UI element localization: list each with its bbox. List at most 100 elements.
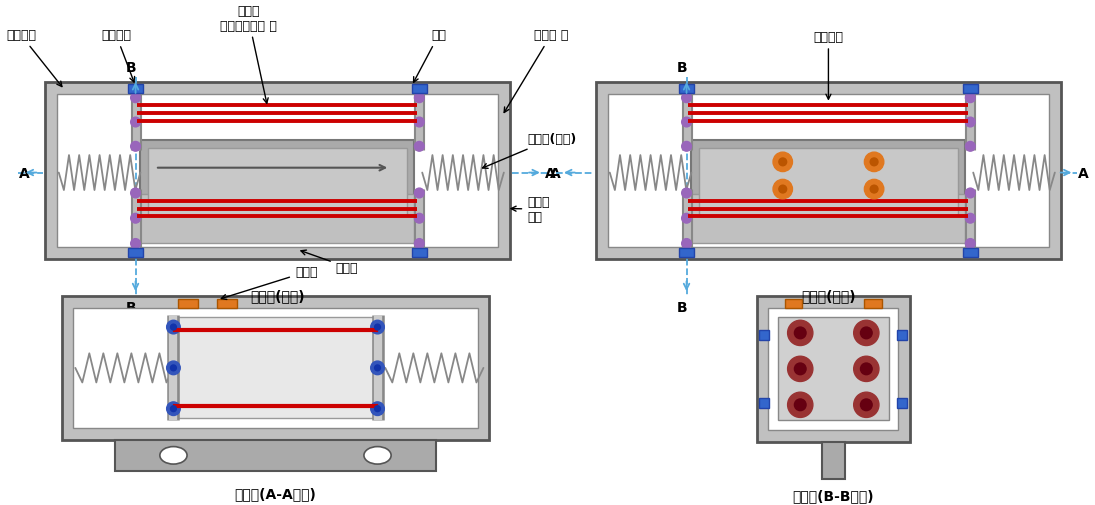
Circle shape — [171, 325, 176, 330]
Circle shape — [171, 406, 176, 412]
Ellipse shape — [364, 447, 391, 464]
Circle shape — [861, 327, 872, 339]
Text: 끝막음 판: 끝막음 판 — [504, 29, 568, 113]
Text: B: B — [677, 61, 687, 75]
Circle shape — [682, 239, 691, 249]
Circle shape — [371, 362, 384, 375]
Text: A: A — [1079, 166, 1088, 180]
Bar — [760, 330, 769, 340]
Text: 평면도(상부): 평면도(상부) — [250, 289, 304, 302]
Text: B: B — [125, 61, 136, 75]
Circle shape — [861, 399, 872, 411]
Bar — [821, 442, 845, 479]
Circle shape — [773, 153, 793, 172]
Text: 고정볼트: 고정볼트 — [101, 29, 135, 83]
Bar — [73, 308, 477, 428]
Text: 정면도(B-B단면): 정면도(B-B단면) — [793, 488, 874, 502]
Bar — [61, 296, 489, 440]
Text: 박스형
강재: 박스형 강재 — [511, 196, 550, 224]
Bar — [178, 318, 372, 419]
Bar — [128, 85, 143, 93]
Circle shape — [854, 321, 879, 346]
Circle shape — [371, 402, 384, 416]
Bar — [140, 141, 414, 224]
Circle shape — [861, 363, 872, 375]
Circle shape — [794, 363, 806, 375]
Circle shape — [794, 327, 806, 339]
Circle shape — [371, 321, 384, 334]
Bar — [140, 194, 414, 243]
Text: A: A — [544, 166, 555, 180]
Circle shape — [787, 357, 812, 382]
Bar — [217, 299, 237, 308]
Bar — [178, 299, 198, 308]
Circle shape — [682, 189, 691, 198]
Bar — [608, 94, 1049, 248]
Bar — [898, 398, 907, 408]
Circle shape — [682, 93, 691, 104]
Circle shape — [130, 118, 140, 128]
Circle shape — [871, 159, 878, 167]
Circle shape — [682, 118, 691, 128]
Text: 블래킷: 블래킷 — [301, 250, 358, 274]
Bar — [679, 85, 694, 93]
Text: 평면도(하부): 평면도(하부) — [802, 289, 855, 302]
Bar — [57, 94, 498, 248]
Circle shape — [166, 321, 181, 334]
Text: 측면도(A-A단면): 측면도(A-A단면) — [234, 486, 316, 500]
Bar — [785, 299, 803, 308]
Bar — [148, 149, 406, 216]
Bar — [898, 330, 907, 340]
Circle shape — [966, 118, 976, 128]
Circle shape — [414, 142, 424, 152]
Bar — [412, 249, 427, 258]
Bar — [45, 83, 509, 260]
Circle shape — [787, 321, 812, 346]
Text: 초탄성
형상기억합금 봉: 초탄성 형상기억합금 봉 — [220, 5, 277, 104]
Circle shape — [779, 159, 786, 167]
Bar — [757, 296, 910, 442]
Circle shape — [130, 142, 140, 152]
Bar — [769, 308, 898, 430]
Bar — [679, 249, 694, 258]
Circle shape — [854, 392, 879, 418]
Text: B: B — [677, 300, 687, 314]
Circle shape — [864, 180, 884, 199]
Circle shape — [773, 180, 793, 199]
Circle shape — [130, 189, 140, 198]
Circle shape — [682, 142, 691, 152]
Circle shape — [966, 189, 976, 198]
Circle shape — [779, 186, 786, 193]
Circle shape — [966, 239, 976, 249]
Text: 마찰볼트: 마찰볼트 — [814, 31, 843, 100]
Text: 스프링(옵션): 스프링(옵션) — [483, 133, 576, 169]
Text: 슬라이더: 슬라이더 — [5, 29, 62, 87]
Circle shape — [414, 239, 424, 249]
Circle shape — [374, 406, 380, 412]
Bar — [115, 440, 436, 471]
Circle shape — [414, 189, 424, 198]
Bar — [412, 85, 427, 93]
Circle shape — [414, 93, 424, 104]
Text: A: A — [550, 166, 561, 180]
Text: 바닥판: 바닥판 — [221, 266, 318, 300]
Circle shape — [414, 214, 424, 224]
Circle shape — [130, 239, 140, 249]
Bar — [700, 149, 958, 216]
Circle shape — [130, 214, 140, 224]
Bar — [760, 398, 769, 408]
Bar — [596, 83, 1061, 260]
Bar — [691, 141, 966, 224]
Circle shape — [374, 325, 380, 330]
Circle shape — [787, 392, 812, 418]
Bar — [777, 318, 889, 421]
Circle shape — [682, 214, 691, 224]
Circle shape — [414, 118, 424, 128]
Ellipse shape — [160, 447, 187, 464]
Circle shape — [854, 357, 879, 382]
Bar — [963, 249, 978, 258]
Text: 너트: 너트 — [414, 29, 447, 83]
Bar — [691, 194, 966, 243]
Text: B: B — [125, 300, 136, 314]
Circle shape — [871, 186, 878, 193]
